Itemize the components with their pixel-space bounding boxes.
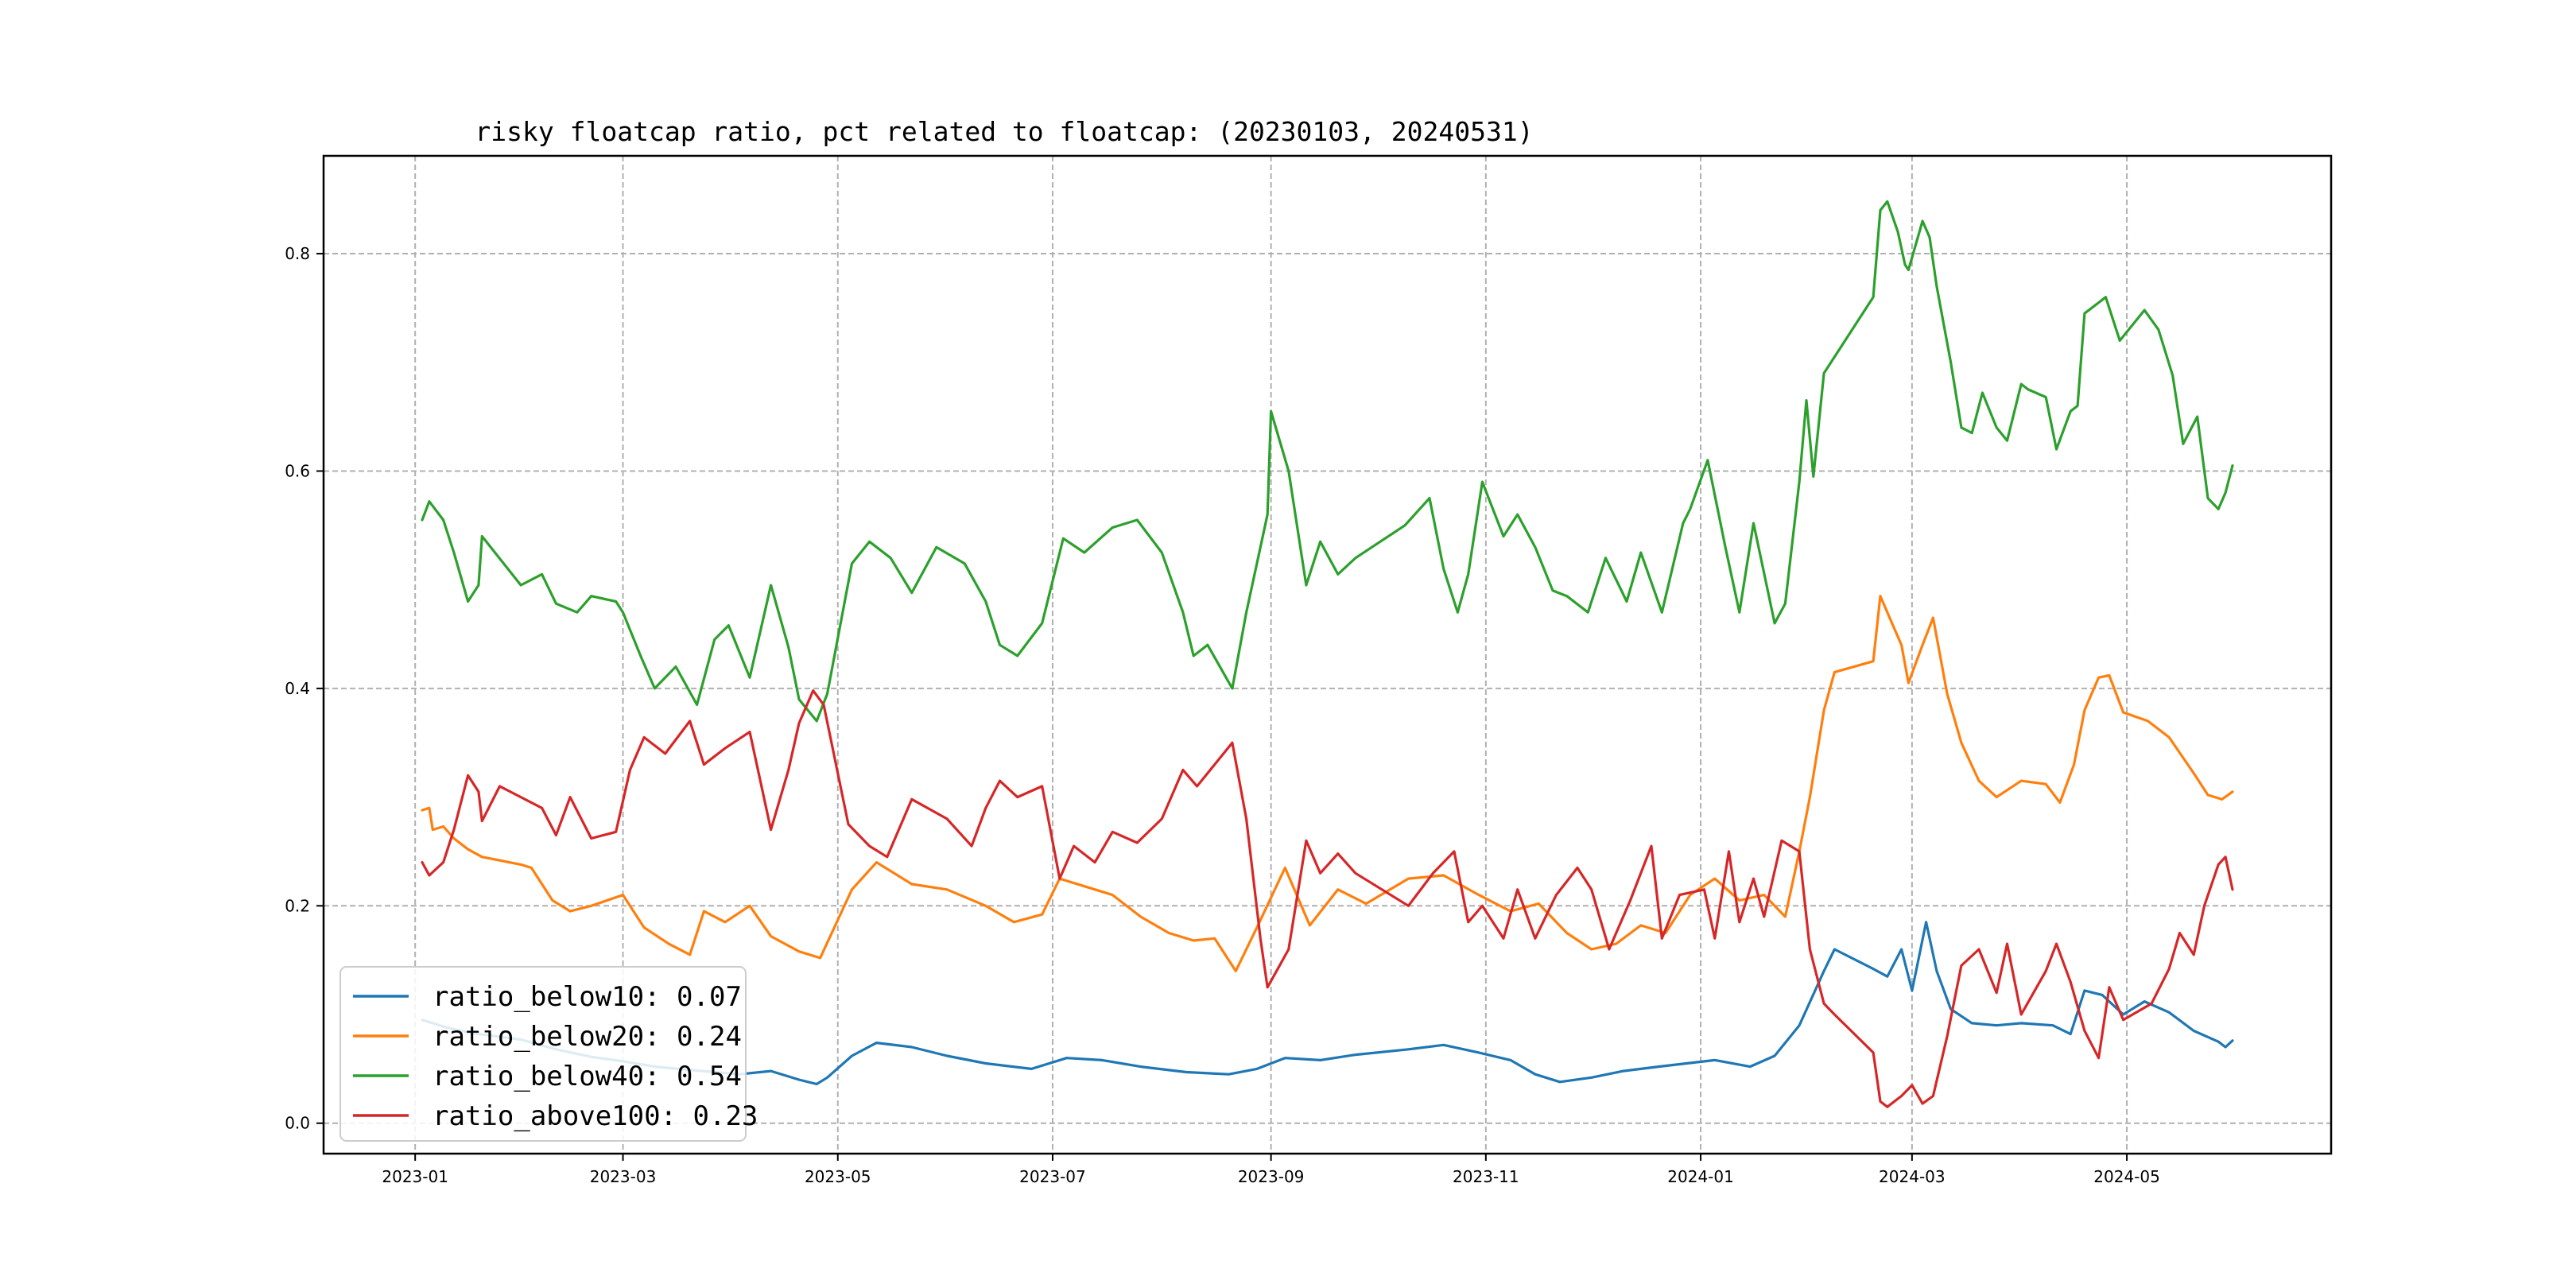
y-tick-label: 0.8 — [285, 244, 310, 263]
y-tick-label: 0.6 — [285, 461, 310, 480]
legend: ratio_below10: 0.07 ratio_below20: 0.24 ra… — [339, 966, 758, 1142]
y-tick-label: 0.2 — [285, 896, 310, 915]
x-axis: 2023-01 2023-03 2023-05 2023-07 2023-09 2023-… — [382, 1154, 2160, 1186]
y-axis: 0.0 0.2 0.4 0.6 0.8 — [285, 244, 324, 1133]
x-tick-label: 2023-09 — [1238, 1167, 1305, 1186]
x-tick-label: 2023-11 — [1453, 1167, 1519, 1186]
series-layer — [421, 200, 2234, 1108]
legend-label: ratio_above100: 0.23 — [433, 1100, 758, 1132]
series-line-1 — [421, 921, 2234, 1086]
x-tick-label: 2024-03 — [1879, 1167, 1946, 1186]
y-tick-label: 0.4 — [285, 679, 310, 698]
plot-frame — [322, 154, 2333, 1155]
grid-layer — [324, 156, 2331, 1154]
x-tick-label: 2024-01 — [1667, 1167, 1734, 1186]
x-tick-label: 2023-05 — [805, 1167, 871, 1186]
legend-label: ratio_below10: 0.07 — [433, 981, 742, 1013]
series-line-4 — [421, 689, 2234, 1108]
x-tick-label: 2023-01 — [382, 1167, 448, 1186]
x-tick-label: 2024-05 — [2093, 1167, 2160, 1186]
x-tick-label: 2023-03 — [590, 1167, 657, 1186]
y-tick-label: 0.0 — [285, 1114, 310, 1133]
legend-label: ratio_below40: 0.54 — [433, 1061, 742, 1092]
x-tick-label: 2023-07 — [1019, 1167, 1086, 1186]
series-line-2 — [421, 595, 2234, 972]
legend-box — [339, 966, 747, 1142]
legend-items: ratio_below10: 0.07 ratio_below20: 0.24 ra… — [353, 981, 758, 1132]
legend-label: ratio_below20: 0.24 — [433, 1021, 742, 1053]
chart-title: risky floatcap ratio, pct related to flo… — [475, 116, 1533, 147]
series-line-3 — [421, 200, 2234, 723]
